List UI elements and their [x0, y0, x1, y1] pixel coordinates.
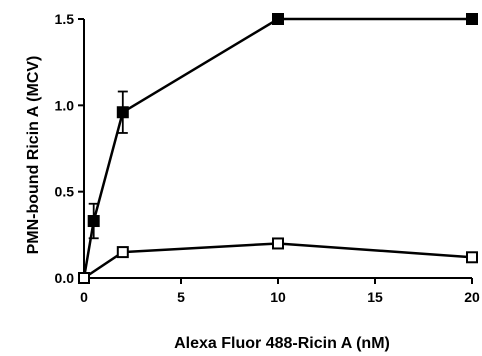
x-tick-label: 5	[177, 289, 185, 305]
axes	[78, 19, 472, 284]
filled-square-marker	[116, 106, 129, 119]
x-axis-title: Alexa Fluor 488-Ricin A (nM)	[174, 335, 390, 352]
y-tick-label: 0.5	[55, 184, 75, 200]
y-tick-label: 1.0	[55, 97, 75, 113]
open-square-marker	[466, 251, 478, 264]
open-square-marker	[272, 237, 284, 250]
x-tick-label: 15	[367, 289, 383, 305]
filled-square-marker	[87, 215, 100, 228]
x-tick-label: 0	[80, 289, 88, 305]
open-square-marker	[116, 246, 129, 259]
series-2	[78, 237, 478, 284]
y-tick-label: 1.5	[55, 11, 75, 27]
y-axis-title: PMN-bound Ricin A (MCV)	[25, 56, 42, 255]
series-line	[83, 242, 473, 280]
open-square-marker	[78, 272, 90, 284]
ticks: 0 5 10 15 20 0.0 0.5 1.0 1.5	[55, 11, 480, 305]
series-layer	[78, 13, 478, 284]
filled-square-marker	[466, 13, 478, 25]
x-tick-label: 20	[464, 289, 480, 305]
y-tick-label: 0.0	[55, 270, 75, 286]
x-tick-label: 10	[270, 289, 286, 305]
filled-square-marker	[272, 13, 284, 25]
